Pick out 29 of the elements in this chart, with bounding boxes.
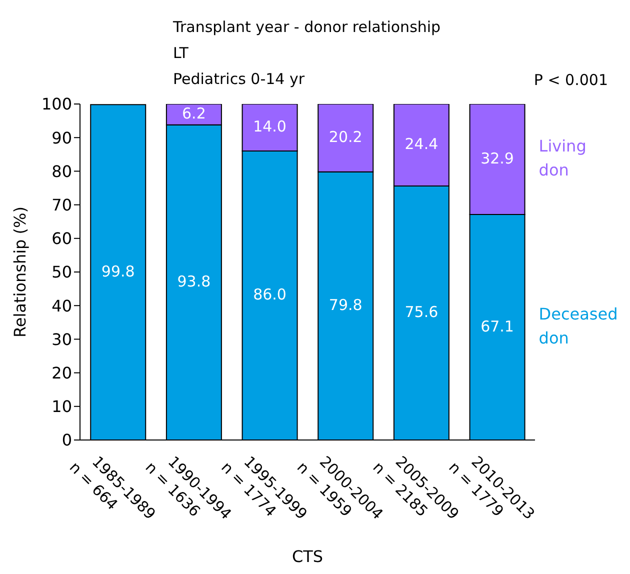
data-label: 67.1	[480, 317, 514, 336]
series-label: Deceased don	[538, 304, 618, 348]
data-label: 75.6	[404, 303, 438, 322]
y-tick-label: 40	[52, 296, 72, 316]
data-label: 79.8	[328, 296, 362, 314]
y-tick-label: 100	[41, 94, 72, 114]
series-label: Living don	[538, 136, 586, 180]
y-tick-label: 90	[52, 128, 72, 148]
y-tick-label: 80	[52, 162, 72, 181]
data-label: 14.0	[253, 118, 286, 136]
y-tick-label: 0	[62, 430, 72, 450]
y-tick-label: 50	[52, 262, 72, 282]
data-label: 99.8	[101, 262, 135, 280]
chart-subtitle: LT Pediatrics 0-14 yr	[173, 43, 306, 90]
data-label: 20.2	[328, 128, 362, 146]
y-tick-label: 20	[52, 363, 72, 382]
y-tick-label: 10	[52, 397, 72, 416]
chart-title: Transplant year - donor relationship	[173, 17, 441, 38]
data-label: 6.2	[182, 104, 206, 123]
text: P < 0.001	[534, 71, 608, 89]
data-label: 24.4	[404, 135, 438, 154]
y-tick-label: 60	[52, 229, 72, 248]
y-axis-title: Relationship (%)	[10, 206, 30, 338]
data-label: 32.9	[480, 149, 514, 168]
data-label: 93.8	[177, 272, 211, 291]
x-axis-title: CTS	[292, 547, 324, 566]
y-tick-label: 70	[52, 195, 72, 214]
data-label: 86.0	[253, 286, 286, 304]
y-tick-label: 30	[52, 330, 72, 349]
